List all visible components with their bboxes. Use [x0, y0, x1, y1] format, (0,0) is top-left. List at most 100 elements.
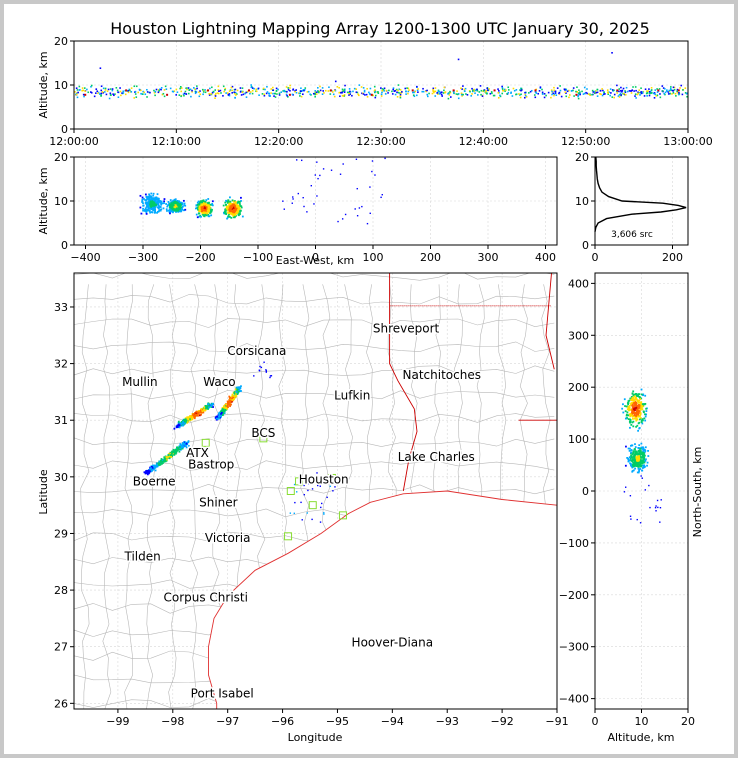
east-west-source — [199, 214, 202, 217]
north-south-source — [632, 396, 635, 399]
ns-ytick-label: 300 — [568, 329, 589, 342]
north-south-source — [628, 406, 631, 409]
east-west-source — [204, 205, 207, 208]
map-source — [232, 398, 235, 401]
map-source — [237, 387, 240, 389]
time-height-source — [153, 91, 156, 94]
north-south-source — [632, 406, 635, 409]
north-south-source — [637, 461, 639, 464]
map-source — [223, 406, 226, 409]
time-height-source — [550, 96, 552, 99]
time-height-source — [291, 93, 294, 96]
time-xtick-label: 12:30:00 — [356, 135, 405, 148]
north-south-source — [632, 469, 635, 472]
east-west-source — [228, 208, 231, 211]
map-source — [153, 466, 156, 469]
time-height-source — [76, 89, 79, 91]
map-source — [164, 459, 167, 462]
east-west-source — [156, 206, 159, 209]
map-scatter-source — [311, 488, 314, 490]
east-west-source — [227, 215, 230, 218]
east-west-source — [160, 208, 163, 211]
time-height-source — [485, 90, 487, 92]
time-height-source — [448, 94, 451, 96]
time-height-source — [372, 94, 374, 97]
time-height-source — [632, 86, 634, 88]
time-height-source — [355, 88, 358, 90]
map-scatter-source — [265, 370, 268, 372]
time-height-source — [286, 94, 288, 97]
time-height-source — [520, 89, 523, 91]
map-source — [180, 420, 183, 423]
north-south-source — [635, 465, 638, 467]
time-height-source — [600, 93, 602, 96]
east-west-scatter-source — [316, 161, 318, 163]
map-source — [163, 456, 166, 459]
time-height-source — [120, 94, 122, 97]
north-south-source — [645, 458, 647, 461]
east-west-scatter-source — [291, 202, 293, 204]
east-west-source — [169, 203, 172, 206]
map-source — [150, 470, 153, 472]
north-south-source — [632, 458, 634, 461]
time-height-source — [648, 90, 651, 93]
lon-xtick-label: −92 — [491, 715, 514, 728]
east-west-source — [209, 209, 211, 212]
time-height-source — [654, 89, 657, 91]
map-source — [237, 389, 240, 391]
time-height-source — [116, 89, 119, 92]
map-source — [175, 451, 178, 454]
east-west-source — [231, 204, 234, 207]
time-height-source — [685, 92, 688, 95]
time-height-source — [395, 88, 398, 91]
map-source — [156, 463, 158, 466]
time-height-source — [285, 86, 288, 88]
time-height-source — [623, 92, 625, 95]
map-scatter-source — [300, 501, 302, 504]
time-height-source — [669, 92, 671, 95]
north-south-source — [644, 450, 647, 452]
time-height-source — [317, 91, 320, 94]
hist-xtick-label: 200 — [662, 251, 683, 264]
east-west-source — [183, 202, 186, 205]
north-south-source — [642, 455, 645, 457]
time-height-source — [214, 97, 216, 99]
time-height-source — [616, 84, 618, 87]
north-south-source — [636, 464, 639, 467]
map-source — [188, 445, 190, 447]
north-south-source — [645, 413, 648, 416]
time-height-source — [524, 93, 527, 96]
time-height-dense-source — [288, 93, 291, 96]
time-height-source — [212, 90, 215, 93]
lat-ytick-label: 29 — [54, 527, 68, 540]
east-west-source — [150, 197, 153, 200]
east-west-source — [238, 210, 241, 213]
time-height-source — [202, 93, 204, 96]
east-west-source — [231, 213, 234, 215]
east-west-source — [145, 203, 148, 206]
east-west-source — [231, 205, 234, 208]
time-height-source — [523, 96, 526, 99]
time-height-source — [579, 92, 581, 95]
time-height-source — [676, 90, 679, 92]
time-height-source — [287, 88, 290, 91]
east-west-source — [234, 206, 237, 209]
east-west-scatter-source — [319, 174, 321, 177]
time-height-source — [100, 92, 103, 95]
time-height-source — [457, 97, 460, 100]
map-source — [150, 467, 152, 470]
map-source — [148, 471, 151, 474]
time-height-source — [679, 87, 681, 89]
lon-xtick-label: −95 — [326, 715, 349, 728]
east-west-source — [229, 204, 231, 207]
time-height-source — [381, 91, 383, 94]
time-height-source — [497, 97, 500, 99]
time-height-source — [312, 92, 315, 95]
time-height-source — [613, 96, 615, 99]
time-height-source — [321, 87, 324, 89]
lon-xtick-label: −93 — [436, 715, 459, 728]
east-west-source — [183, 204, 186, 207]
east-west-source — [225, 208, 228, 211]
map-source — [223, 410, 226, 413]
time-height-source — [146, 91, 149, 93]
